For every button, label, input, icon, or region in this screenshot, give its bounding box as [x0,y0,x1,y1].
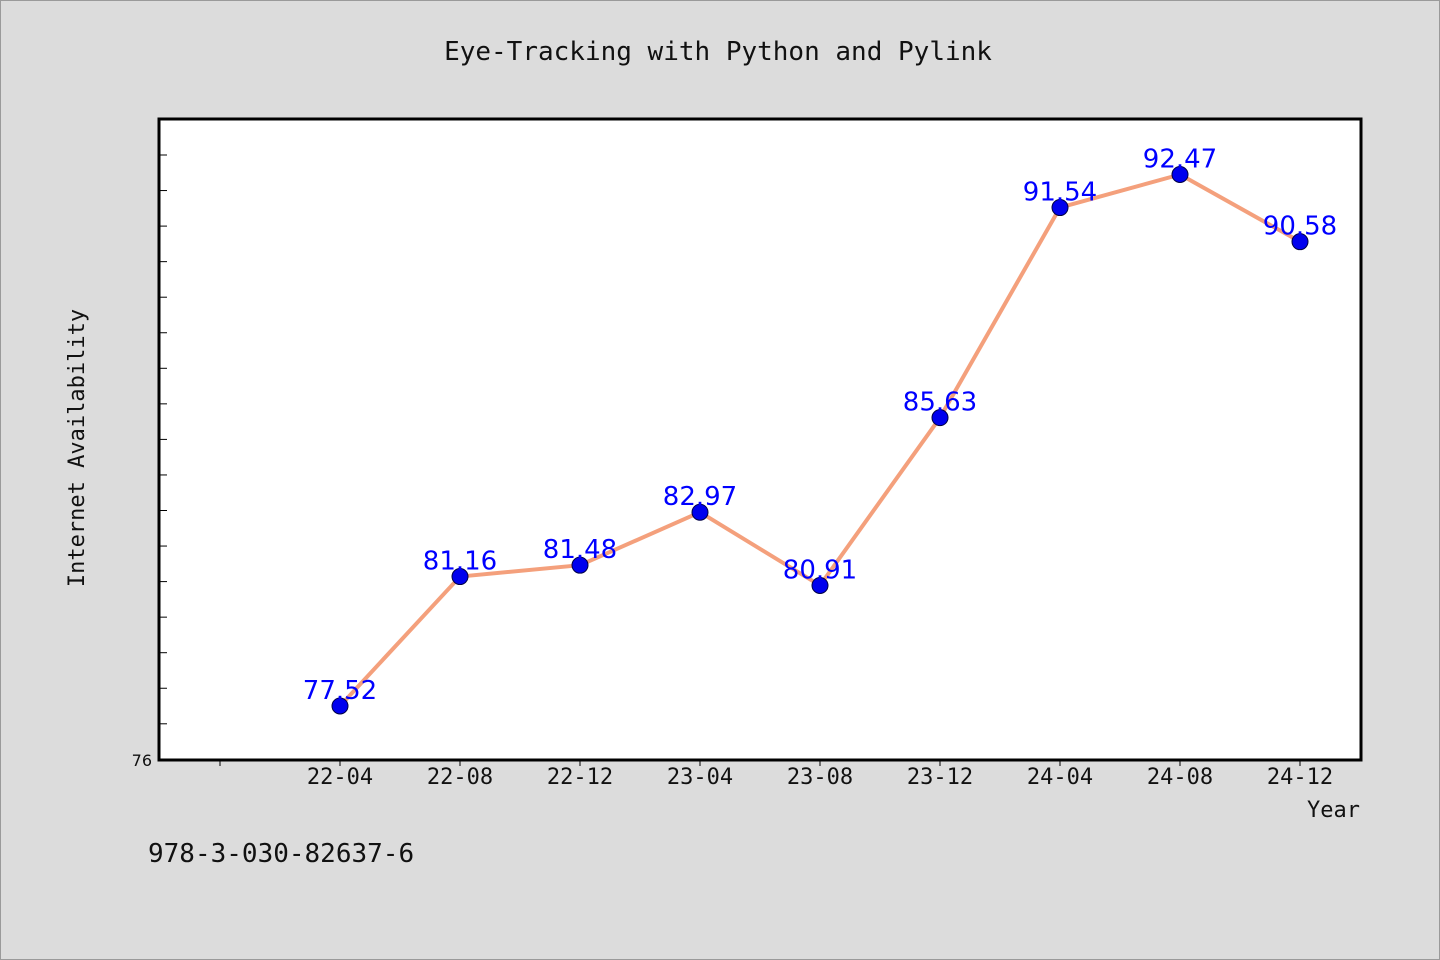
isbn-footer: 978-3-030-82637-6 [148,839,414,869]
plot-area [157,117,1363,762]
data-point [931,409,949,427]
x-axis-label: Year [1307,798,1360,823]
x-tick-label: 23-08 [787,765,853,790]
x-tick-label: 23-04 [667,765,733,790]
data-label: 77.52 [303,676,377,706]
x-tick-label: 22-04 [307,765,373,790]
data-point [331,697,349,715]
y-axis-label: Internet Availability [65,309,90,587]
data-point [1291,233,1309,251]
y-axis-ticks [159,154,167,725]
x-tick-label: 24-04 [1027,765,1093,790]
data-point [1051,199,1069,217]
data-label: 81.16 [423,547,497,577]
data-label: 85.63 [903,388,977,418]
data-point [691,503,709,521]
data-points [331,165,1309,715]
data-point [811,576,829,594]
x-tick-label: 23-12 [907,765,973,790]
data-point [451,568,469,586]
chart-title: Eye-Tracking with Python and Pylink [444,37,992,67]
data-labels: 77.52 81.16 81.48 82.97 80.91 85.63 91.54 92.47… [303,144,1337,705]
x-tick-label: 24-12 [1267,765,1333,790]
x-tick-labels: 22-04 22-08 22-12 23-04 23-08 23-12 24-04 24-08… [307,765,1333,790]
data-label: 81.48 [543,535,617,565]
x-tick-label: 22-12 [547,765,613,790]
data-point [1171,165,1189,183]
y-tick-label: 76 [132,751,152,770]
data-label: 92.47 [1143,144,1217,174]
data-label: 82.97 [663,482,737,512]
data-label: 80.91 [783,555,857,585]
data-point [571,556,589,574]
x-tick-label: 22-08 [427,765,493,790]
data-label: 91.54 [1023,178,1097,208]
x-axis-ticks [219,760,1301,766]
data-label: 90.58 [1263,212,1337,242]
x-tick-label: 24-08 [1147,765,1213,790]
